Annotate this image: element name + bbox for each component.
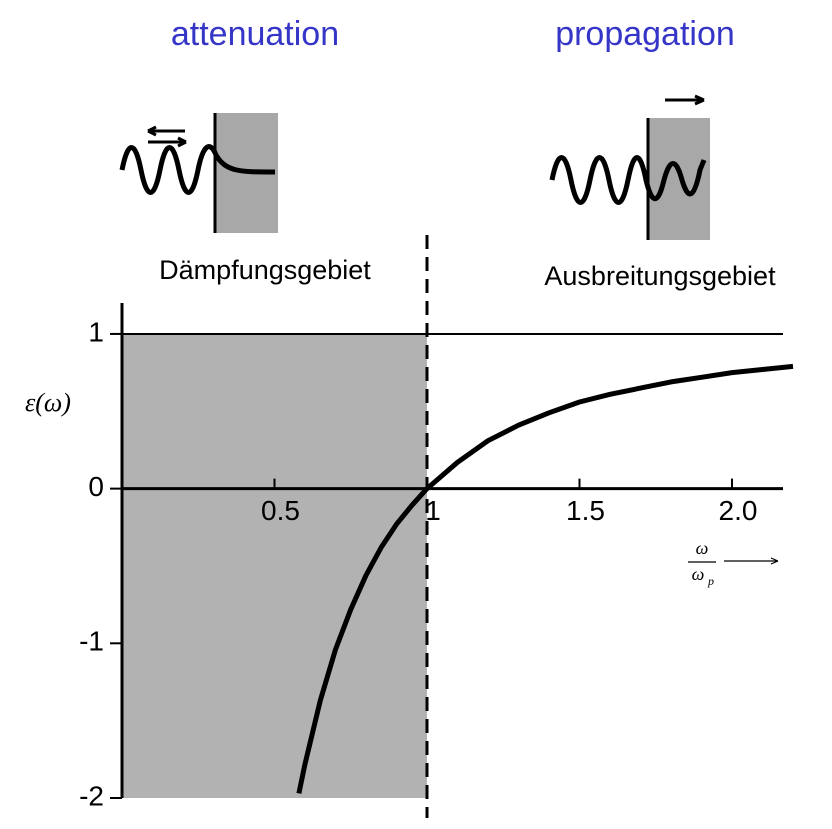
attenuation-region bbox=[122, 333, 427, 798]
right-title: propagation bbox=[555, 15, 735, 53]
attenuation-sketch bbox=[119, 113, 278, 233]
region-label: Dämpfungsgebiet bbox=[159, 255, 371, 285]
epsilon-curve bbox=[296, 363, 794, 794]
wave bbox=[549, 155, 707, 205]
region-label: Ausbreitungsgebiet bbox=[544, 261, 776, 291]
y-tick-label: -2 bbox=[79, 780, 104, 811]
y-tick-label: 0 bbox=[88, 471, 104, 502]
x-tick-label: 1.5 bbox=[566, 495, 605, 526]
x-tick-label: 2.0 bbox=[719, 495, 758, 526]
x-tick-label: 0.5 bbox=[261, 495, 300, 526]
x-label-denominator: ω bbox=[692, 564, 705, 584]
arrows bbox=[147, 125, 187, 148]
x-tick-label: 1 bbox=[425, 495, 441, 526]
y-tick-label: -1 bbox=[79, 626, 104, 657]
propagation-sketch bbox=[549, 94, 710, 240]
y-tick-label: 1 bbox=[88, 316, 104, 347]
arrow bbox=[665, 94, 705, 106]
medium bbox=[648, 118, 710, 240]
x-label-subscript: p bbox=[707, 574, 714, 588]
left-title: attenuation bbox=[171, 15, 339, 53]
x-arrow bbox=[724, 557, 779, 565]
x-label-numerator: ω bbox=[696, 538, 709, 558]
y-axis-label: ε(ω) bbox=[25, 388, 71, 417]
